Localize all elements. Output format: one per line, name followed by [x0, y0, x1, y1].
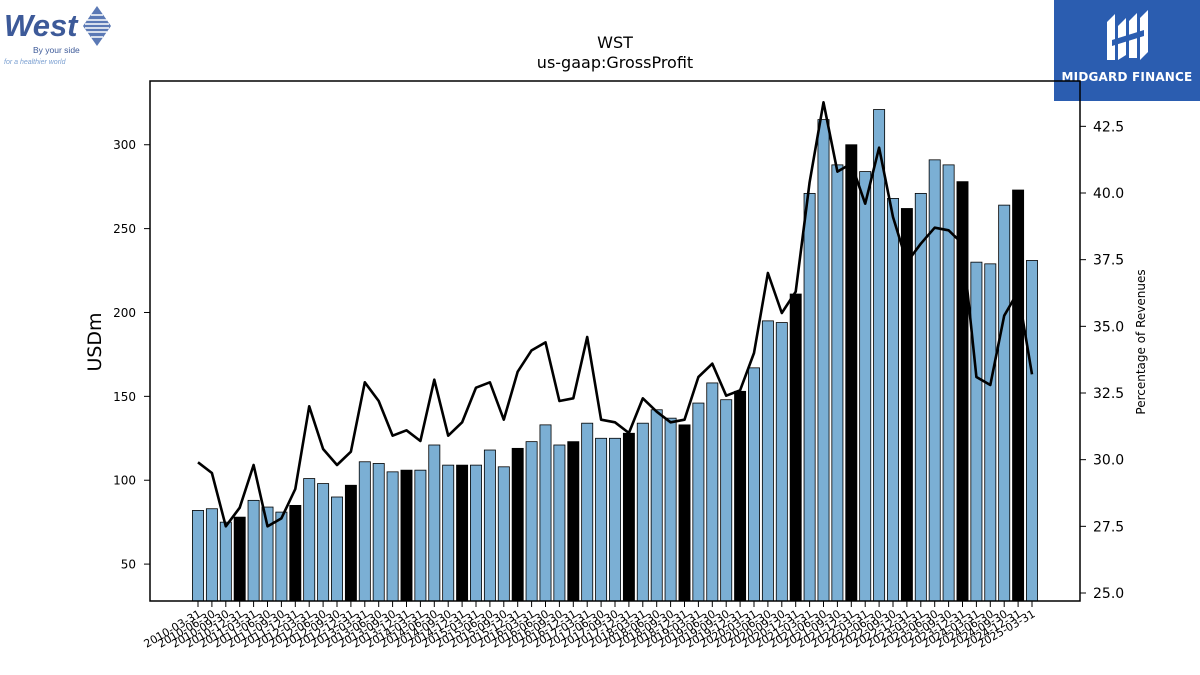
bar	[595, 437, 608, 602]
bar	[803, 192, 816, 602]
y-tick-label: 200	[113, 306, 136, 320]
bar	[442, 464, 455, 602]
bar	[859, 171, 872, 602]
bar	[636, 422, 649, 602]
bar	[845, 144, 858, 602]
y2-tick-label: 32.5	[1093, 386, 1124, 402]
bar	[303, 478, 316, 602]
bar	[192, 510, 204, 602]
west-logo: West By your side for a healthier world	[2, 2, 114, 66]
bar	[497, 466, 510, 602]
y2-tick-label: 27.5	[1093, 519, 1124, 535]
y2-tick-label: 25.0	[1093, 586, 1124, 602]
bar	[358, 461, 371, 602]
midgard-emblem-icon	[1107, 10, 1148, 60]
bar	[609, 437, 621, 602]
bar	[748, 367, 760, 602]
bar	[720, 399, 733, 602]
bar	[483, 449, 496, 602]
y2-axis: 25.0 27.5 30.0 32.5 35.0 37.5 40.0 42.5	[1080, 119, 1124, 602]
bar	[678, 424, 691, 602]
line-series	[197, 101, 1034, 528]
bar	[581, 422, 594, 602]
bar	[873, 109, 886, 602]
bar	[414, 469, 427, 602]
bar	[998, 204, 1011, 602]
bar	[831, 164, 844, 602]
y2-tick-label: 40.0	[1093, 186, 1124, 202]
y-tick-label: 50	[121, 558, 136, 572]
bar	[372, 463, 385, 602]
bar	[928, 159, 941, 602]
bar	[289, 504, 302, 602]
bar	[525, 441, 538, 602]
bar	[233, 516, 246, 602]
y2-tick-label: 30.0	[1093, 453, 1124, 469]
bar	[567, 441, 580, 602]
bar	[247, 499, 260, 602]
west-logo-diamond-icon	[83, 6, 111, 46]
bar	[553, 444, 566, 602]
y-tick-label: 150	[113, 390, 136, 404]
bar	[789, 293, 802, 602]
bars-layer	[192, 109, 1038, 602]
bar	[470, 464, 482, 602]
y-axis: 50 100 150 200 250 300	[113, 138, 150, 572]
bar	[775, 322, 788, 602]
y2-tick-label: 37.5	[1093, 253, 1124, 269]
west-logo-tagline-2: for a healthier world	[4, 59, 67, 66]
bar	[1012, 189, 1025, 602]
line-layer	[197, 101, 1034, 528]
bar	[622, 432, 635, 602]
bar	[219, 521, 232, 602]
bar	[456, 464, 469, 602]
west-logo-wordmark: West	[4, 8, 79, 43]
bar	[887, 198, 899, 602]
y-tick-label: 250	[113, 222, 136, 236]
bar	[317, 483, 330, 602]
bar	[511, 447, 524, 602]
bar	[205, 508, 218, 602]
west-logo-tagline-1: By your side	[33, 45, 80, 55]
bar	[664, 417, 677, 602]
y2-axis-label: Percentage of Revenues	[1134, 269, 1148, 414]
bar	[817, 119, 830, 602]
bar	[428, 444, 441, 602]
chart-subtitle: us-gaap:GrossProfit	[537, 53, 693, 72]
bar	[734, 390, 747, 602]
bar	[761, 320, 774, 602]
bar	[970, 261, 983, 602]
bar	[984, 263, 997, 602]
bar	[275, 511, 288, 602]
bar	[344, 484, 357, 602]
y2-tick-label: 42.5	[1093, 119, 1124, 135]
bar	[400, 469, 413, 602]
bar	[331, 496, 343, 602]
midgard-finance-wordmark: MIDGARD FINANCE	[1061, 70, 1193, 84]
y-axis-label: USDm	[84, 312, 106, 371]
bar	[1026, 260, 1038, 602]
bar	[706, 382, 719, 602]
y-tick-label: 100	[113, 474, 136, 488]
y-tick-label: 300	[113, 138, 136, 152]
bar	[692, 402, 705, 602]
chart-title: WST	[597, 33, 633, 52]
bar	[386, 471, 399, 602]
bar	[914, 192, 927, 602]
y2-tick-label: 35.0	[1093, 319, 1124, 335]
bar	[539, 424, 552, 602]
bar	[900, 208, 913, 602]
x-axis: 2010-03-312010-06-302010-09-302010-12-31…	[142, 601, 1038, 651]
bar	[650, 409, 663, 602]
midgard-finance-logo: MIDGARD FINANCE	[1054, 0, 1200, 101]
